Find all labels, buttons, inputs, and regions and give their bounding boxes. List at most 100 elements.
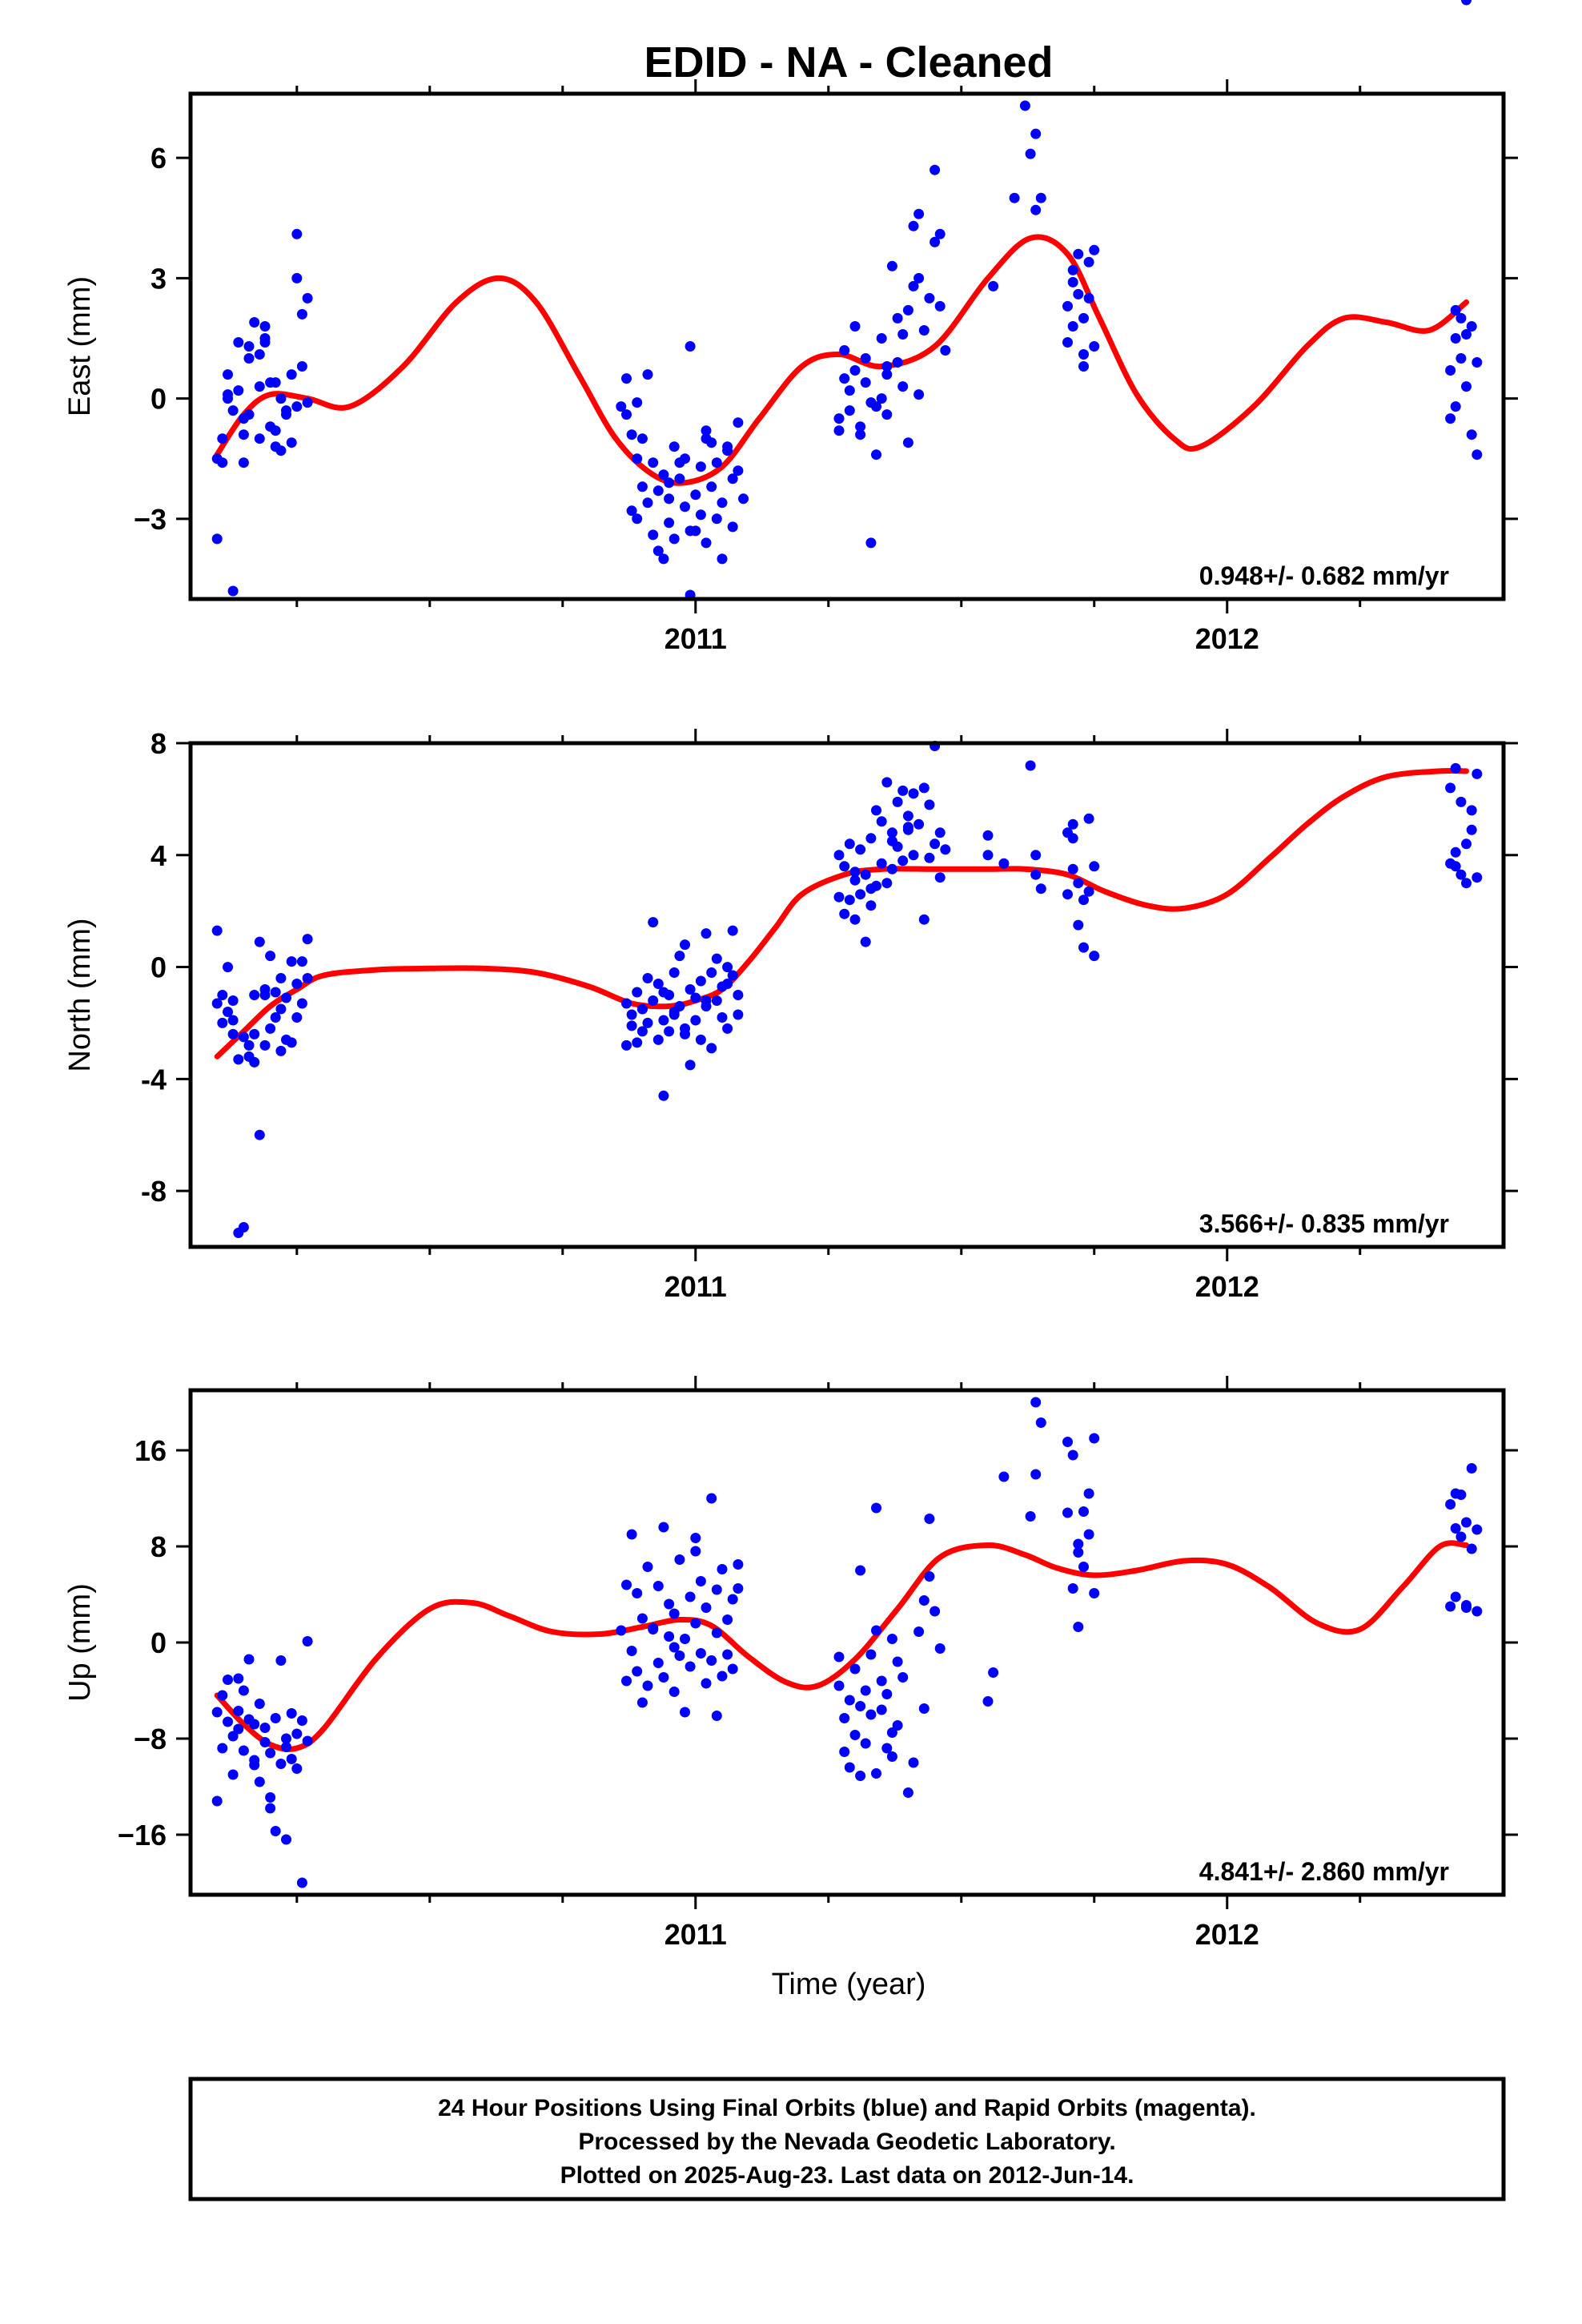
north-data-point bbox=[211, 998, 223, 1009]
east-rate-label: 0.948+/- 0.682 mm/yr bbox=[1199, 561, 1449, 590]
north-data-point bbox=[291, 979, 303, 989]
up-data-point bbox=[913, 1626, 925, 1637]
east-data-point bbox=[1472, 449, 1483, 460]
north-data-point bbox=[1466, 824, 1477, 835]
north-data-point bbox=[632, 987, 643, 998]
east-data-point bbox=[733, 417, 744, 428]
east-fit-layer bbox=[214, 234, 1469, 486]
east-data-point bbox=[717, 553, 728, 565]
up-data-point bbox=[690, 1546, 701, 1557]
up-data-point bbox=[1035, 1417, 1046, 1428]
east-points-layer bbox=[211, 100, 1483, 601]
north-data-point bbox=[695, 975, 706, 987]
east-data-point bbox=[238, 457, 249, 468]
up-data-point bbox=[892, 1720, 903, 1731]
up-data-point bbox=[727, 1594, 738, 1605]
north-data-point bbox=[227, 1015, 239, 1026]
east-data-point bbox=[233, 385, 244, 396]
east-data-point bbox=[275, 393, 287, 404]
north-data-point bbox=[902, 822, 913, 833]
north-data-point bbox=[982, 850, 994, 861]
up-data-point bbox=[652, 1581, 664, 1591]
ytick-label: 0 bbox=[151, 951, 167, 984]
up-data-point bbox=[233, 1673, 244, 1684]
up-data-point bbox=[876, 1704, 887, 1715]
up-data-point bbox=[217, 1743, 228, 1754]
up-data-point bbox=[860, 1685, 871, 1696]
east-data-point bbox=[1466, 429, 1477, 440]
up-data-point bbox=[685, 1661, 696, 1672]
up-data-point bbox=[908, 1757, 919, 1768]
up-data-point bbox=[1073, 1547, 1084, 1558]
up-data-point bbox=[636, 1613, 648, 1624]
up-data-point bbox=[1078, 1506, 1089, 1517]
up-data-point bbox=[930, 1606, 941, 1617]
north-data-point bbox=[1073, 919, 1084, 931]
up-panel: −16 −8 0 8 16 2011 2012 Up (mm) 4.841+/- 2.860… bbox=[63, 1376, 1518, 1951]
north-panel-frame bbox=[188, 741, 1506, 1249]
up-data-point bbox=[1466, 1543, 1477, 1554]
up-data-point bbox=[860, 1738, 871, 1749]
north-data-point bbox=[680, 939, 690, 951]
east-data-point bbox=[988, 280, 999, 292]
east-data-point bbox=[1073, 288, 1084, 300]
up-data-point bbox=[658, 1522, 669, 1533]
north-data-point bbox=[1450, 762, 1461, 774]
north-data-point bbox=[217, 990, 228, 1000]
north-data-point bbox=[865, 883, 877, 895]
north-data-point bbox=[722, 1023, 733, 1034]
east-data-point bbox=[717, 497, 728, 509]
up-data-point bbox=[1067, 1583, 1078, 1594]
up-data-point bbox=[664, 1598, 675, 1610]
east-data-point bbox=[275, 445, 287, 456]
north-data-point bbox=[302, 973, 313, 983]
up-data-point bbox=[249, 1719, 260, 1730]
east-data-point bbox=[1067, 264, 1078, 275]
east-data-point bbox=[855, 429, 866, 440]
east-data-point bbox=[881, 361, 893, 372]
ytick-label: −8 bbox=[134, 1723, 167, 1755]
north-fit-curve bbox=[214, 767, 1469, 1059]
north-data-point bbox=[886, 835, 897, 846]
east-data-point bbox=[1461, 329, 1472, 340]
north-data-point bbox=[270, 987, 281, 998]
east-data-point bbox=[940, 345, 951, 356]
up-data-point bbox=[270, 1826, 281, 1836]
east-data-point bbox=[648, 457, 659, 468]
east-data-point bbox=[249, 317, 260, 328]
north-data-point bbox=[934, 827, 946, 838]
ytick-label: 8 bbox=[151, 727, 167, 760]
up-ylabel: Up (mm) bbox=[63, 1583, 97, 1702]
east-data-point bbox=[227, 585, 239, 597]
east-data-point bbox=[223, 369, 233, 380]
up-data-point bbox=[1067, 1449, 1078, 1461]
ytick-label: 0 bbox=[151, 383, 167, 416]
north-data-point bbox=[722, 979, 733, 989]
east-data-point bbox=[1019, 100, 1030, 111]
east-data-point bbox=[701, 425, 712, 436]
up-data-point bbox=[626, 1529, 637, 1540]
east-panel-frame bbox=[188, 91, 1506, 601]
up-data-point bbox=[871, 1768, 881, 1779]
up-data-point bbox=[669, 1687, 680, 1697]
north-data-point bbox=[690, 1015, 701, 1026]
up-data-point bbox=[243, 1654, 255, 1665]
footer-line-2: Processed by the Nevada Geodetic Laborat… bbox=[578, 2129, 1115, 2155]
east-data-point bbox=[281, 405, 291, 416]
east-fit-curve bbox=[214, 234, 1469, 486]
up-data-point bbox=[1461, 1517, 1472, 1528]
up-data-point bbox=[1445, 1499, 1456, 1510]
east-data-point bbox=[881, 369, 893, 380]
up-data-point bbox=[924, 1571, 935, 1582]
up-data-point bbox=[988, 1667, 999, 1678]
north-data-point bbox=[642, 1017, 653, 1028]
up-data-point bbox=[265, 1747, 276, 1759]
north-data-point bbox=[1450, 846, 1461, 858]
east-data-point bbox=[1445, 365, 1456, 376]
east-data-point bbox=[233, 337, 244, 348]
north-data-point bbox=[1035, 883, 1046, 895]
north-data-point bbox=[669, 967, 680, 978]
up-data-point bbox=[722, 1649, 733, 1660]
north-data-point bbox=[690, 992, 701, 1003]
east-data-point bbox=[652, 545, 664, 557]
